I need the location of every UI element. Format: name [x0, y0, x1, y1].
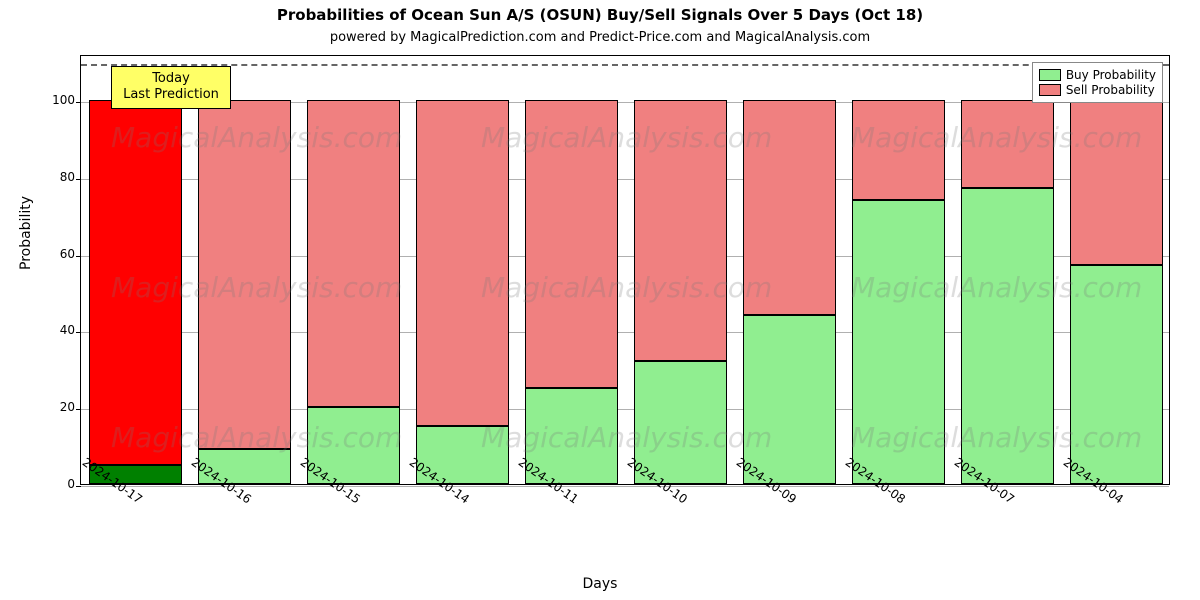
bar-sell — [198, 100, 292, 449]
bar-group — [743, 54, 837, 484]
bar-sell — [743, 100, 837, 315]
legend-label: Sell Probability — [1066, 83, 1155, 97]
y-tick-label: 0 — [35, 477, 75, 491]
bar-sell — [307, 100, 401, 407]
legend-label: Buy Probability — [1066, 68, 1156, 82]
bar-sell — [852, 100, 946, 200]
y-tick-label: 40 — [35, 323, 75, 337]
bar-sell — [525, 100, 619, 388]
bar-group — [89, 54, 183, 484]
bar-group — [961, 54, 1055, 484]
bar-sell — [416, 100, 510, 426]
bar-sell — [961, 100, 1055, 188]
annotation-line: Today — [120, 71, 222, 87]
bar-group — [525, 54, 619, 484]
x-axis-label: Days — [0, 576, 1200, 592]
bar-group — [416, 54, 510, 484]
bar-group — [1070, 54, 1164, 484]
legend-swatch — [1039, 69, 1061, 81]
y-tick-label: 80 — [35, 170, 75, 184]
chart-subtitle: powered by MagicalPrediction.com and Pre… — [0, 30, 1200, 45]
bar-sell — [89, 100, 183, 465]
legend-item: Sell Probability — [1039, 83, 1156, 97]
bar-group — [634, 54, 728, 484]
bar-group — [198, 54, 292, 484]
bar-group — [307, 54, 401, 484]
bar-sell — [1070, 100, 1164, 265]
y-tick-label: 100 — [35, 93, 75, 107]
y-tick-label: 20 — [35, 400, 75, 414]
chart-container: Probabilities of Ocean Sun A/S (OSUN) Bu… — [0, 0, 1200, 600]
chart-title: Probabilities of Ocean Sun A/S (OSUN) Bu… — [0, 6, 1200, 24]
legend-swatch — [1039, 84, 1061, 96]
bar-sell — [634, 100, 728, 361]
legend: Buy ProbabilitySell Probability — [1032, 62, 1163, 103]
today-annotation: TodayLast Prediction — [111, 66, 231, 109]
cap-dashed-line — [81, 64, 1169, 66]
bar-buy — [1070, 265, 1164, 484]
plot-area: MagicalAnalysis.comMagicalAnalysis.comMa… — [80, 55, 1170, 485]
y-axis-label: Probability — [18, 196, 34, 270]
bar-buy — [961, 188, 1055, 484]
y-tick-label: 60 — [35, 247, 75, 261]
bar-buy — [852, 200, 946, 484]
bar-group — [852, 54, 946, 484]
bars-layer — [81, 56, 1169, 484]
legend-item: Buy Probability — [1039, 68, 1156, 82]
bar-buy — [743, 315, 837, 484]
annotation-line: Last Prediction — [120, 87, 222, 103]
